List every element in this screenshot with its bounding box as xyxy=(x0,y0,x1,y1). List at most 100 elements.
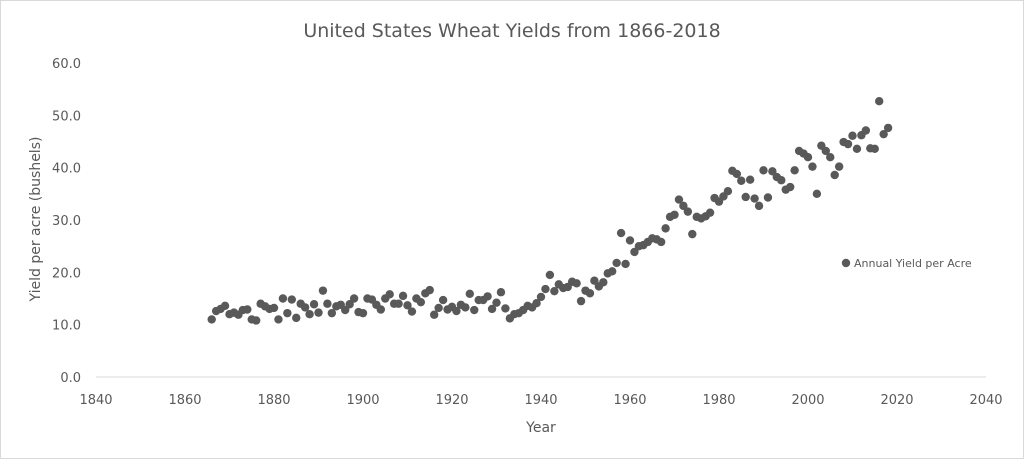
data-point xyxy=(545,270,555,280)
y-tick-label: 40.0 xyxy=(52,162,81,177)
data-point xyxy=(243,305,252,314)
data-point xyxy=(670,210,679,219)
y-axis-ticks: 0.0 10.0 20.0 30.0 40.0 50.0 60.0 xyxy=(52,57,81,386)
y-tick-label: 10.0 xyxy=(52,319,81,334)
data-point xyxy=(812,189,822,199)
data-point xyxy=(358,308,368,318)
y-tick-label: 20.0 xyxy=(52,266,81,281)
data-point xyxy=(483,292,492,301)
data-point xyxy=(754,201,764,211)
data-point xyxy=(879,129,888,139)
data-point xyxy=(821,146,830,156)
data-point xyxy=(608,267,617,276)
data-point xyxy=(834,162,844,171)
data-point xyxy=(674,195,684,204)
data-point xyxy=(425,285,434,295)
data-point xyxy=(487,304,497,314)
data-point xyxy=(723,187,733,196)
x-axis-label: Year xyxy=(525,420,556,436)
data-point xyxy=(438,295,448,305)
data-point xyxy=(269,303,279,313)
data-point xyxy=(305,310,314,319)
data-point xyxy=(768,167,777,176)
data-point xyxy=(318,286,328,295)
data-point xyxy=(327,308,337,318)
data-point xyxy=(292,313,301,323)
data-point xyxy=(536,292,546,302)
y-axis-label: Yield per acre (bushels) xyxy=(28,137,44,303)
data-point xyxy=(625,236,635,245)
data-point xyxy=(496,288,506,297)
data-point xyxy=(616,228,626,238)
data-point xyxy=(808,162,817,171)
data-point xyxy=(705,208,715,217)
data-point xyxy=(465,289,474,298)
x-tick-label: 1980 xyxy=(702,393,735,408)
legend: Annual Yield per Acre xyxy=(841,257,972,270)
data-point xyxy=(576,296,586,306)
data-point xyxy=(501,304,510,313)
data-point xyxy=(434,303,443,313)
data-point xyxy=(599,278,608,287)
y-tick-label: 50.0 xyxy=(52,109,81,124)
data-point xyxy=(470,305,479,315)
legend-label: Annual Yield per Acre xyxy=(854,257,972,270)
data-point xyxy=(314,308,323,317)
data-point xyxy=(612,258,621,268)
data-point xyxy=(532,299,541,308)
data-point xyxy=(550,286,559,296)
data-point xyxy=(287,295,296,304)
data-point xyxy=(385,290,394,299)
data-point xyxy=(590,276,599,285)
x-tick-label: 2000 xyxy=(791,393,824,408)
data-point xyxy=(274,315,283,324)
x-tick-label: 1920 xyxy=(435,393,468,408)
data-point xyxy=(630,247,639,257)
data-point xyxy=(803,153,813,162)
data-point xyxy=(763,193,773,202)
data-points xyxy=(207,97,893,325)
y-tick-label: 30.0 xyxy=(52,214,81,229)
data-point xyxy=(394,299,403,308)
data-point xyxy=(278,294,288,303)
data-point xyxy=(300,303,310,312)
data-point xyxy=(883,123,893,133)
x-axis-ticks: 1840 1860 1880 1900 1920 1940 1960 1980 2000 2020… xyxy=(79,393,1002,408)
chart-title: United States Wheat Yields from 1866-201… xyxy=(303,20,720,42)
data-point xyxy=(403,301,412,310)
data-point xyxy=(737,176,746,185)
data-point xyxy=(309,300,319,309)
data-point xyxy=(741,192,750,202)
legend-marker xyxy=(841,258,851,268)
x-tick-label: 2040 xyxy=(969,393,1002,408)
data-point xyxy=(207,315,216,324)
data-point xyxy=(852,144,862,154)
data-point xyxy=(341,305,350,315)
data-point xyxy=(732,169,741,179)
y-tick-label: 60.0 xyxy=(52,57,81,72)
x-tick-label: 1840 xyxy=(79,393,112,408)
data-point xyxy=(777,176,786,185)
data-point xyxy=(875,97,884,106)
data-point xyxy=(376,305,385,314)
data-point xyxy=(407,307,417,316)
y-tick-label: 0.0 xyxy=(60,371,81,386)
x-tick-label: 1960 xyxy=(613,393,646,408)
data-point xyxy=(416,297,426,307)
x-tick-label: 1940 xyxy=(524,393,557,408)
data-point xyxy=(398,291,408,301)
data-point xyxy=(572,279,581,288)
data-point xyxy=(683,207,693,216)
data-point xyxy=(345,300,354,309)
data-point xyxy=(843,139,853,149)
data-point xyxy=(786,182,795,192)
x-tick-label: 1860 xyxy=(168,393,201,408)
data-point xyxy=(621,259,630,269)
data-point xyxy=(220,301,230,311)
data-point xyxy=(452,306,461,316)
data-point xyxy=(750,194,759,203)
data-point xyxy=(688,229,697,239)
data-point xyxy=(870,144,879,154)
data-point xyxy=(656,237,666,247)
